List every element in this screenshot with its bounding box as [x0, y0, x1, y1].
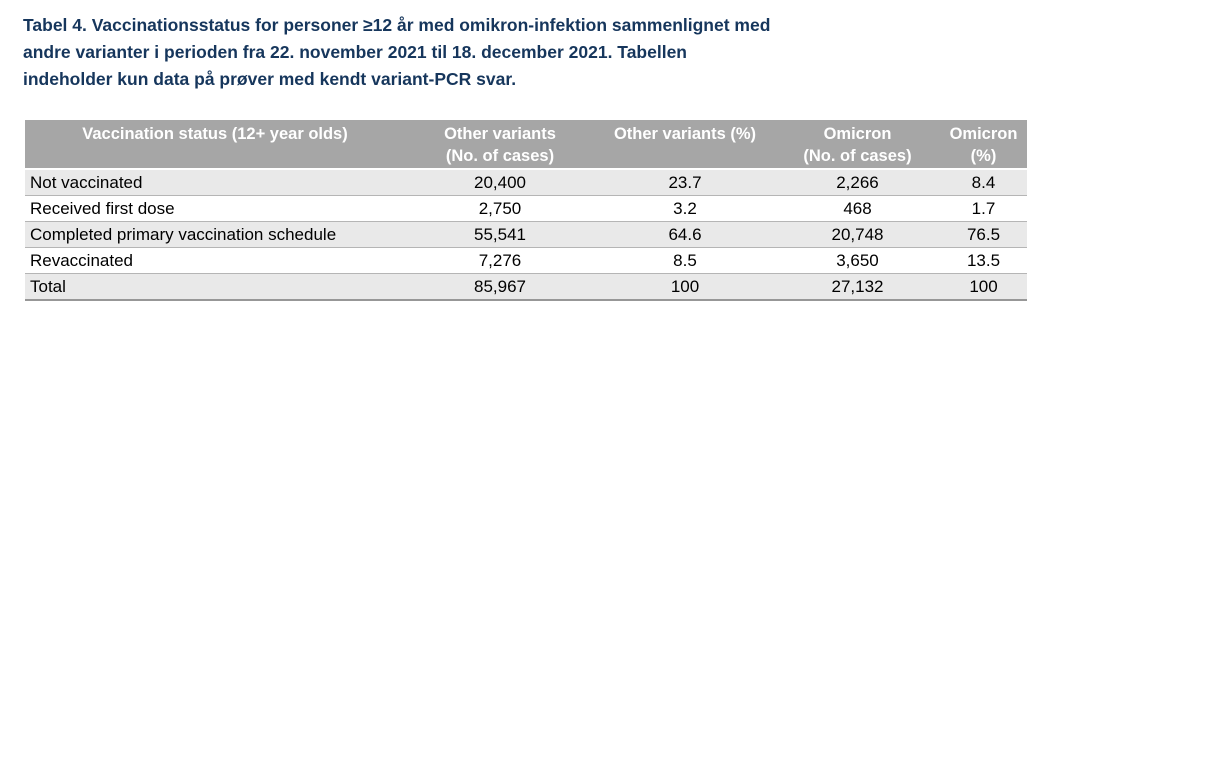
header-other-variants-cases-line1: Other variants	[444, 125, 556, 143]
cell-other-variants-cases: 85,967	[405, 273, 595, 301]
header-omicron-pct-line2: (%)	[970, 147, 997, 165]
cell-status: Not vaccinated	[25, 169, 405, 196]
header-omicron-cases-line2: (No. of cases)	[803, 147, 912, 165]
table-caption: Tabel 4. Vaccinationsstatus for personer…	[23, 12, 770, 93]
table-row-revaccinated: Revaccinated 7,276 8.5 3,650 13.5	[25, 247, 1027, 274]
header-vaccination-status-line1: Vaccination status (12+ year olds)	[82, 125, 348, 143]
cell-omicron-cases: 3,650	[775, 247, 940, 274]
cell-other-variants-pct: 100	[595, 273, 775, 301]
header-vaccination-status: Vaccination status (12+ year olds)	[25, 120, 405, 170]
cell-omicron-cases: 27,132	[775, 273, 940, 301]
header-omicron-cases: Omicron (No. of cases)	[775, 120, 940, 170]
header-other-variants-pct: Other variants (%)	[595, 120, 775, 170]
table-caption-line-2: andre varianter i perioden fra 22. novem…	[23, 42, 688, 62]
cell-omicron-pct: 13.5	[940, 247, 1027, 274]
cell-other-variants-cases: 7,276	[405, 247, 595, 274]
table-row-first-dose: Received first dose 2,750 3.2 468 1.7	[25, 195, 1027, 222]
cell-status: Completed primary vaccination schedule	[25, 221, 405, 248]
vaccination-status-table: Vaccination status (12+ year olds) Other…	[25, 120, 1027, 301]
header-other-variants-cases-line2: (No. of cases)	[445, 147, 555, 165]
cell-omicron-cases: 20,748	[775, 221, 940, 248]
header-other-variants-cases: Other variants (No. of cases)	[405, 120, 595, 170]
table-row-total: Total 85,967 100 27,132 100	[25, 273, 1027, 301]
table-header-row: Vaccination status (12+ year olds) Other…	[25, 120, 1027, 170]
cell-other-variants-cases: 20,400	[405, 169, 595, 196]
cell-status: Total	[25, 273, 405, 301]
table-caption-line-1: Tabel 4. Vaccinationsstatus for personer…	[23, 15, 771, 35]
cell-omicron-pct: 76.5	[940, 221, 1027, 248]
header-omicron-cases-line1: Omicron	[823, 125, 892, 143]
cell-omicron-cases: 468	[775, 195, 940, 222]
cell-other-variants-cases: 2,750	[405, 195, 595, 222]
cell-status: Revaccinated	[25, 247, 405, 274]
header-omicron-pct-line1: Omicron	[949, 125, 1018, 143]
cell-omicron-pct: 8.4	[940, 169, 1027, 196]
header-omicron-pct: Omicron (%)	[940, 120, 1027, 170]
cell-omicron-pct: 100	[940, 273, 1027, 301]
table-row-completed-primary: Completed primary vaccination schedule 5…	[25, 221, 1027, 248]
cell-other-variants-pct: 23.7	[595, 169, 775, 196]
header-other-variants-pct-line1: Other variants (%)	[613, 125, 757, 143]
cell-other-variants-pct: 8.5	[595, 247, 775, 274]
table-caption-line-3: indeholder kun data på prøver med kendt …	[23, 69, 517, 89]
cell-other-variants-pct: 64.6	[595, 221, 775, 248]
cell-omicron-cases: 2,266	[775, 169, 940, 196]
cell-omicron-pct: 1.7	[940, 195, 1027, 222]
cell-other-variants-cases: 55,541	[405, 221, 595, 248]
cell-other-variants-pct: 3.2	[595, 195, 775, 222]
cell-status: Received first dose	[25, 195, 405, 222]
table-row-not-vaccinated: Not vaccinated 20,400 23.7 2,266 8.4	[25, 169, 1027, 196]
